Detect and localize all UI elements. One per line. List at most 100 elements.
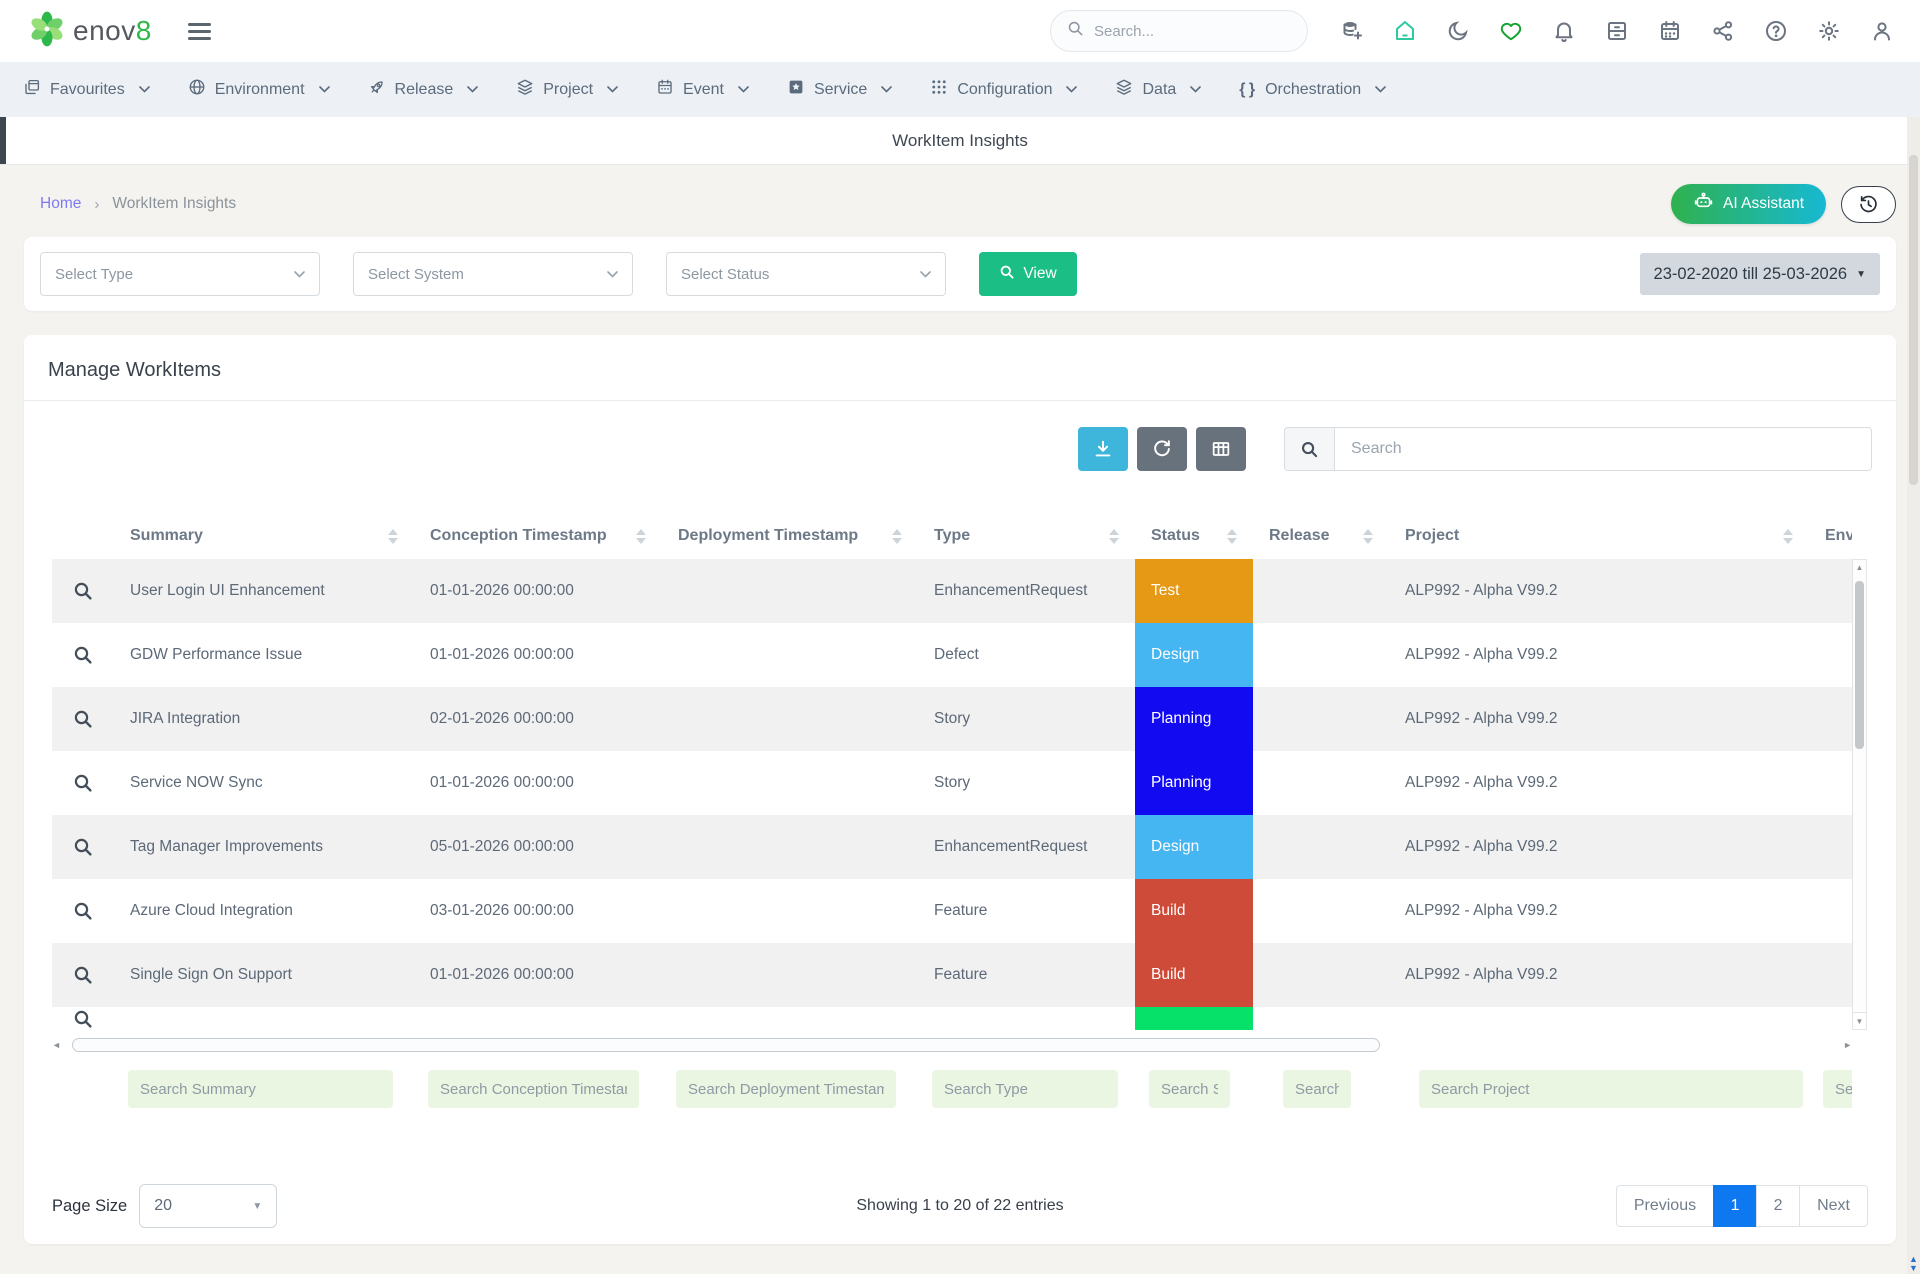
sort-icon[interactable] <box>388 529 398 544</box>
dark-mode-moon-icon[interactable] <box>1446 19 1470 43</box>
table-row[interactable] <box>52 1007 1852 1030</box>
cell-deployment-timestamp <box>662 751 918 815</box>
scroll-up-icon[interactable]: ▲ <box>1856 560 1864 575</box>
filter-deployment-input[interactable] <box>676 1070 896 1108</box>
nav-item-data[interactable]: Data <box>1096 78 1220 101</box>
table-row[interactable]: GDW Performance Issue 01-01-2026 00:00:0… <box>52 623 1852 687</box>
scroll-down-icon[interactable]: ▼ <box>1853 1012 1866 1029</box>
help-icon[interactable] <box>1764 19 1788 43</box>
row-detail-cell[interactable] <box>52 559 114 623</box>
nav-item-orchestration[interactable]: { } Orchestration <box>1220 81 1405 99</box>
calendar-icon[interactable] <box>1658 19 1682 43</box>
filter-type-input[interactable] <box>932 1070 1118 1108</box>
row-detail-cell[interactable] <box>52 879 114 943</box>
row-detail-cell[interactable] <box>52 623 114 687</box>
home-icon[interactable] <box>1393 19 1417 43</box>
row-detail-cell[interactable] <box>52 687 114 751</box>
sort-icon[interactable] <box>1109 529 1119 544</box>
columns-toggle-button[interactable] <box>1196 427 1246 471</box>
type-select[interactable]: Select Type <box>40 252 320 296</box>
pagination-page-1[interactable]: 1 <box>1713 1185 1757 1227</box>
export-download-button[interactable] <box>1078 427 1128 471</box>
pagination-next[interactable]: Next <box>1799 1185 1868 1227</box>
notifications-bell-icon[interactable] <box>1552 19 1576 43</box>
filter-project-input[interactable] <box>1419 1070 1803 1108</box>
user-profile-icon[interactable] <box>1870 19 1894 43</box>
nav-item-event[interactable]: Event <box>637 78 768 101</box>
filter-env-input[interactable] <box>1823 1070 1852 1108</box>
row-detail-cell[interactable] <box>52 751 114 815</box>
header-release[interactable]: Release <box>1253 513 1389 559</box>
nav-item-environment[interactable]: Environment <box>169 78 349 101</box>
table-row[interactable]: JIRA Integration 02-01-2026 00:00:00 Sto… <box>52 687 1852 751</box>
global-search-input[interactable] <box>1094 23 1291 40</box>
vertical-scrollbar-thumb[interactable] <box>1855 581 1864 749</box>
nav-item-configuration[interactable]: Configuration <box>911 78 1096 101</box>
table-row[interactable]: Azure Cloud Integration 03-01-2026 00:00… <box>52 879 1852 943</box>
favourites-heart-icon[interactable] <box>1499 19 1523 43</box>
filter-status-input[interactable] <box>1149 1070 1230 1108</box>
refresh-button[interactable] <box>1137 427 1187 471</box>
nav-item-service[interactable]: Service <box>768 78 911 101</box>
header-type[interactable]: Type <box>918 513 1135 559</box>
table-search[interactable] <box>1284 427 1872 471</box>
pagination-page-2[interactable]: 2 <box>1756 1185 1800 1227</box>
cell-release <box>1253 559 1389 623</box>
history-button[interactable] <box>1841 186 1896 223</box>
cell-env <box>1809 751 1852 815</box>
ai-assistant-button[interactable]: AI Assistant <box>1671 184 1826 224</box>
header-summary[interactable]: Summary <box>114 513 414 559</box>
pagination-previous[interactable]: Previous <box>1616 1185 1714 1227</box>
cell-summary: GDW Performance Issue <box>114 623 414 687</box>
header-env[interactable]: Env <box>1809 513 1852 559</box>
sort-icon[interactable] <box>636 529 646 544</box>
database-add-icon[interactable] <box>1340 19 1364 43</box>
horizontal-scrollbar[interactable]: ◄ ► <box>52 1036 1852 1054</box>
header-conception-timestamp[interactable]: Conception Timestamp <box>414 513 662 559</box>
page-size-select[interactable]: 20 ▼ <box>139 1184 277 1228</box>
table-search-input[interactable] <box>1335 428 1871 470</box>
share-icon[interactable] <box>1711 19 1735 43</box>
header-status[interactable]: Status <box>1135 513 1253 559</box>
settings-gear-icon[interactable] <box>1817 19 1841 43</box>
enov8-logo[interactable]: enov8 <box>26 8 152 55</box>
row-detail-cell[interactable] <box>52 943 114 1007</box>
table-row[interactable]: Single Sign On Support 01-01-2026 00:00:… <box>52 943 1852 1007</box>
nav-item-release[interactable]: Release <box>349 78 498 101</box>
vertical-scrollbar[interactable]: ▲ ▼ <box>1852 559 1867 1030</box>
nav-item-favourites[interactable]: Favourites <box>4 78 169 101</box>
filter-summary-input[interactable] <box>128 1070 393 1108</box>
row-detail-cell[interactable] <box>52 815 114 879</box>
cell-deployment-timestamp <box>662 879 918 943</box>
sort-icon[interactable] <box>1227 529 1237 544</box>
horizontal-scrollbar-thumb[interactable] <box>72 1038 1380 1052</box>
sort-icon[interactable] <box>892 529 902 544</box>
status-select[interactable]: Select Status <box>666 252 946 296</box>
header-project[interactable]: Project <box>1389 513 1809 559</box>
table-row[interactable]: Tag Manager Improvements 05-01-2026 00:0… <box>52 815 1852 879</box>
sort-icon[interactable] <box>1783 529 1793 544</box>
nav-item-project[interactable]: Project <box>497 78 637 101</box>
archive-icon[interactable] <box>1605 19 1629 43</box>
view-button[interactable]: View <box>979 252 1077 296</box>
hamburger-menu-icon[interactable] <box>184 19 215 44</box>
cell-release <box>1253 943 1389 1007</box>
scroll-right-icon[interactable]: ► <box>1843 1040 1852 1050</box>
row-zoom-icon <box>73 773 93 793</box>
header-deployment-timestamp[interactable]: Deployment Timestamp <box>662 513 918 559</box>
date-range-picker[interactable]: 23-02-2020 till 25-03-2026 ▼ <box>1640 253 1880 295</box>
system-select[interactable]: Select System <box>353 252 633 296</box>
table-row[interactable]: User Login UI Enhancement 01-01-2026 00:… <box>52 559 1852 623</box>
breadcrumb-home-link[interactable]: Home <box>40 195 81 213</box>
scroll-left-icon[interactable]: ◄ <box>52 1040 68 1050</box>
sort-icon[interactable] <box>1363 529 1373 544</box>
page-scrollbar[interactable]: ▲▼ <box>1907 117 1920 1274</box>
filter-release-input[interactable] <box>1283 1070 1351 1108</box>
filter-conception-input[interactable] <box>428 1070 639 1108</box>
cell-release <box>1253 623 1389 687</box>
page-scrollbar-thumb[interactable] <box>1909 155 1918 485</box>
table-row[interactable]: Service NOW Sync 01-01-2026 00:00:00 Sto… <box>52 751 1852 815</box>
global-search[interactable] <box>1050 10 1308 52</box>
row-detail-cell[interactable] <box>52 1007 114 1030</box>
page-scroll-arrows[interactable]: ▲▼ <box>1907 1255 1920 1273</box>
